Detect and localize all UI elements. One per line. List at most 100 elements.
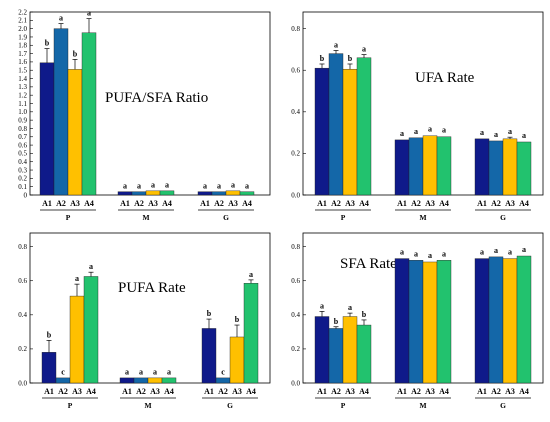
bar-M-A1 [119,377,135,384]
y-tick-label: 0.2 [291,150,300,158]
bar-P-A3 [342,68,358,196]
significance-letter: a [442,249,446,258]
group-label: P [66,213,71,222]
y-tick-label: 0.8 [18,125,27,133]
y-tick-label: 0.8 [291,25,300,33]
significance-letter: a [245,181,249,190]
significance-letter: a [151,180,155,189]
y-tick-label: 2.1 [18,17,27,25]
significance-letter: a [217,181,221,190]
bar-M-A1 [394,258,410,384]
bar-P-A1 [314,67,330,196]
chart-panel-2: 0.0 0.2 0.4 0.6 0.8 UFA Rate b A1 a A2 b A3 a A4 Pa A1 a… [291,11,544,222]
chart-title: PUFA/SFA Ratio [105,90,208,106]
x-tick-label: A4 [519,387,529,396]
bar-G-A3 [225,190,241,196]
x-tick-label: A3 [425,199,435,208]
bar-P-A3 [69,295,85,384]
bar-M-A1 [117,191,133,196]
significance-letter: b [348,54,353,63]
bar-M-A3 [422,261,438,384]
x-tick-label: A2 [136,387,146,396]
significance-letter: a [414,127,418,136]
x-tick-label: A3 [232,387,242,396]
significance-letter: a [522,131,526,140]
bar-G-A1 [197,191,213,196]
x-tick-label: A1 [477,387,487,396]
x-tick-label: A2 [218,387,228,396]
x-tick-label: A4 [439,387,449,396]
group-label: M [419,213,426,222]
y-tick-label: 1.6 [18,58,27,66]
y-tick-label: 0.0 [18,379,27,387]
bar-M-A4 [161,377,177,384]
x-tick-label: A1 [42,199,52,208]
significance-letter: b [334,317,339,326]
significance-letter: b [235,315,240,324]
bar-P-A3 [67,69,83,196]
significance-letter: a [494,130,498,139]
group-label: G [227,401,233,410]
bar-G-A3 [229,336,245,384]
bar-G-A1 [474,258,490,384]
group-label: P [68,401,73,410]
y-tick-label: 0.2 [291,345,300,353]
bar-P-A2 [328,328,344,384]
x-tick-label: A4 [439,199,449,208]
bar-G-A2 [211,191,227,196]
y-tick-label: 0.0 [291,379,300,387]
bar-G-A1 [474,138,490,196]
group-label: P [341,213,346,222]
significance-letter: a [400,248,404,257]
significance-letter: a [125,367,129,376]
group-label: P [341,401,346,410]
y-tick-label: 0.2 [18,175,27,183]
significance-letter: a [494,246,498,255]
significance-letter: b [362,310,367,319]
x-tick-label: A3 [505,199,515,208]
bar-P-A4 [81,32,97,196]
significance-letter: a [362,45,366,54]
significance-letter: a [139,367,143,376]
significance-letter: a [442,126,446,135]
bar-P-A1 [41,352,57,384]
x-tick-label: A3 [70,199,80,208]
significance-letter: a [522,245,526,254]
y-tick-label: 1.2 [18,91,27,99]
x-tick-label: A2 [58,387,68,396]
x-tick-label: A2 [411,387,421,396]
chart-panel-1: 00.10.20.30.40.50.60.70.80.91.01.11.21.3… [18,8,271,222]
bar-M-A2 [133,377,149,384]
significance-letter: a [137,181,141,190]
x-tick-label: A4 [86,387,96,396]
chart-panel-3: 0.0 0.2 0.4 0.6 0.8 PUFA Rate b A1 c A2 a A3 a A4 Pa A1… [18,232,271,410]
y-tick-label: 1.9 [18,33,27,41]
chart-title: PUFA Rate [118,280,186,296]
bar-G-A4 [516,141,532,196]
y-tick-label: 0.6 [291,277,300,285]
bar-M-A3 [145,190,161,196]
y-tick-label: 0.4 [18,158,27,166]
y-tick-label: 1.1 [18,100,27,108]
significance-letter: b [45,39,50,48]
bar-P-A3 [342,316,358,384]
x-tick-label: A1 [397,387,407,396]
x-tick-label: A4 [359,199,369,208]
x-tick-label: A4 [359,387,369,396]
y-tick-label: 0.8 [18,243,27,251]
significance-letter: a [348,303,352,312]
x-tick-label: A4 [162,199,172,208]
y-tick-label: 0.6 [18,141,27,149]
y-tick-label: 0.4 [18,311,27,319]
significance-letter: a [89,262,93,271]
y-tick-label: 1.4 [18,75,27,83]
bar-M-A2 [131,191,147,196]
x-tick-label: A4 [84,199,94,208]
significance-letter: a [75,274,79,283]
significance-letter: a [428,251,432,260]
bar-P-A1 [39,62,55,196]
x-tick-label: A1 [200,199,210,208]
x-tick-label: A3 [148,199,158,208]
x-tick-label: A2 [491,199,501,208]
x-tick-label: A1 [477,199,487,208]
